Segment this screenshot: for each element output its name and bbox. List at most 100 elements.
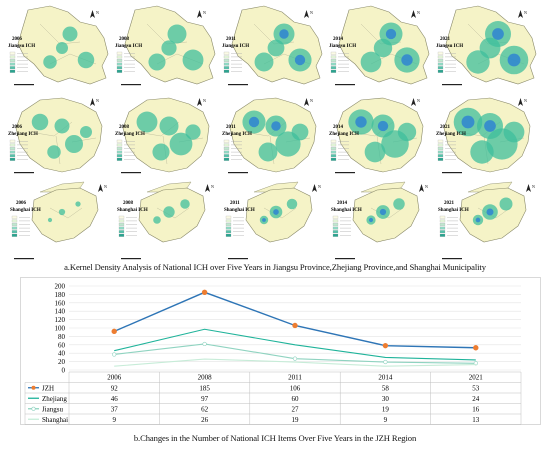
- scale-bar: [121, 258, 141, 260]
- data-point: [202, 341, 207, 347]
- legend-swatch: [437, 143, 444, 147]
- density-map: N 2021 Shanghai ICH: [438, 181, 535, 260]
- legend-label: Jiangsu: [42, 405, 64, 413]
- scale-bar: [228, 258, 248, 260]
- density-map-grid: N 2006 Jiangsu ICH N 2008 Jiangsu ICH N 2011 Jia…: [8, 5, 537, 260]
- legend-swatch: [9, 59, 16, 62]
- scale-bar: [228, 84, 248, 86]
- north-label: N: [211, 184, 214, 189]
- map-legend: [439, 215, 458, 237]
- map-region-label: Jiangsu ICH: [222, 44, 249, 49]
- density-core: [368, 217, 374, 223]
- legend-swatch: [330, 62, 337, 66]
- density-blob: [503, 121, 525, 143]
- density-blob: [47, 217, 53, 223]
- scale-bar: [14, 258, 34, 260]
- data-label: 106: [290, 384, 301, 392]
- density-core: [507, 53, 521, 67]
- map-region-label: Zhejiang ICH: [436, 132, 466, 137]
- legend-swatch: [9, 139, 16, 143]
- legend-swatch: [437, 55, 444, 59]
- legend-swatch: [9, 66, 16, 70]
- map-legend: [225, 215, 244, 237]
- map-legend: [116, 139, 135, 161]
- north-arrow-shape: [411, 10, 416, 18]
- legend-swatch: [330, 157, 337, 161]
- legend-swatch: [223, 154, 230, 158]
- legend-swatch: [437, 157, 444, 161]
- legend-swatch: [330, 147, 337, 150]
- north-arrow-shape: [419, 184, 424, 192]
- density-blob: [393, 198, 405, 210]
- legend-swatch: [118, 215, 125, 219]
- legend-swatch: [223, 143, 230, 147]
- legend-swatch: [11, 226, 18, 230]
- north-arrow-icon: N: [90, 98, 99, 106]
- density-blob: [479, 37, 501, 59]
- map-legend: [330, 139, 349, 161]
- north-label: N: [417, 10, 420, 15]
- data-label: 9: [384, 416, 388, 424]
- north-arrow-icon: N: [518, 98, 527, 106]
- density-blob: [65, 135, 83, 153]
- map-region-label: Jiangsu ICH: [329, 44, 356, 49]
- legend-swatch: [332, 215, 339, 219]
- scale-bar: [442, 172, 462, 174]
- density-map: N 2014 Zhejiang ICH: [329, 97, 424, 174]
- map-region-label: Zhejiang ICH: [115, 132, 145, 137]
- legend-swatch: [118, 230, 125, 234]
- legend-swatch: [330, 154, 337, 158]
- legend-swatch: [437, 66, 444, 70]
- legend-swatch: [330, 143, 337, 147]
- map-year-label: 2021: [440, 125, 451, 130]
- density-blob: [169, 132, 193, 156]
- data-label: 13: [472, 416, 480, 424]
- density-blob: [136, 111, 158, 133]
- density-map: N 2006 Jiangsu ICH: [8, 5, 109, 86]
- map-region-label: Jiangsu ICH: [436, 44, 463, 49]
- scale-bar: [228, 172, 248, 174]
- legend-swatch: [439, 219, 446, 223]
- legend-swatch: [332, 230, 339, 234]
- legend-swatch: [223, 139, 230, 143]
- legend-swatch: [439, 230, 446, 234]
- data-point: [473, 345, 479, 351]
- north-arrow-icon: N: [411, 98, 420, 106]
- y-tick-label: 100: [55, 325, 66, 333]
- legend-swatch: [225, 223, 232, 226]
- legend-swatch: [116, 69, 123, 73]
- north-label: N: [532, 184, 535, 189]
- data-label: 30: [382, 395, 390, 403]
- legend-swatch: [223, 51, 230, 55]
- density-blob: [364, 141, 386, 163]
- map-region-label: Zhejiang ICH: [329, 132, 359, 137]
- density-map: N 2006 Shanghai ICH: [10, 181, 107, 260]
- y-tick-label: 120: [55, 316, 66, 324]
- density-blob: [470, 140, 494, 164]
- map-year-label: 2006: [16, 201, 27, 206]
- north-arrow-icon: N: [304, 98, 313, 106]
- map-legend: [332, 215, 351, 237]
- legend-swatch: [332, 226, 339, 230]
- map-year-label: 2011: [226, 37, 236, 42]
- density-blob: [291, 123, 309, 141]
- north-arrow-icon: N: [197, 10, 206, 18]
- legend-swatch: [330, 66, 337, 70]
- density-blob: [373, 38, 393, 58]
- x-tick-label: 2014: [378, 374, 393, 382]
- x-tick-label: 2021: [469, 374, 484, 382]
- y-tick-label: 80: [58, 333, 66, 341]
- legend-swatch: [116, 157, 123, 161]
- legend-swatch: [437, 69, 444, 73]
- y-tick-label: 20: [58, 358, 66, 366]
- data-label: 62: [201, 405, 209, 413]
- density-blob: [163, 206, 175, 218]
- north-label: N: [425, 184, 428, 189]
- scale-bar: [14, 84, 34, 86]
- density-blob: [47, 145, 61, 159]
- data-label: 46: [111, 395, 119, 403]
- north-arrow-icon: N: [411, 10, 420, 18]
- y-tick-label: 40: [58, 350, 66, 358]
- y-tick-label: 160: [55, 299, 66, 307]
- map-year-label: 2011: [226, 125, 236, 130]
